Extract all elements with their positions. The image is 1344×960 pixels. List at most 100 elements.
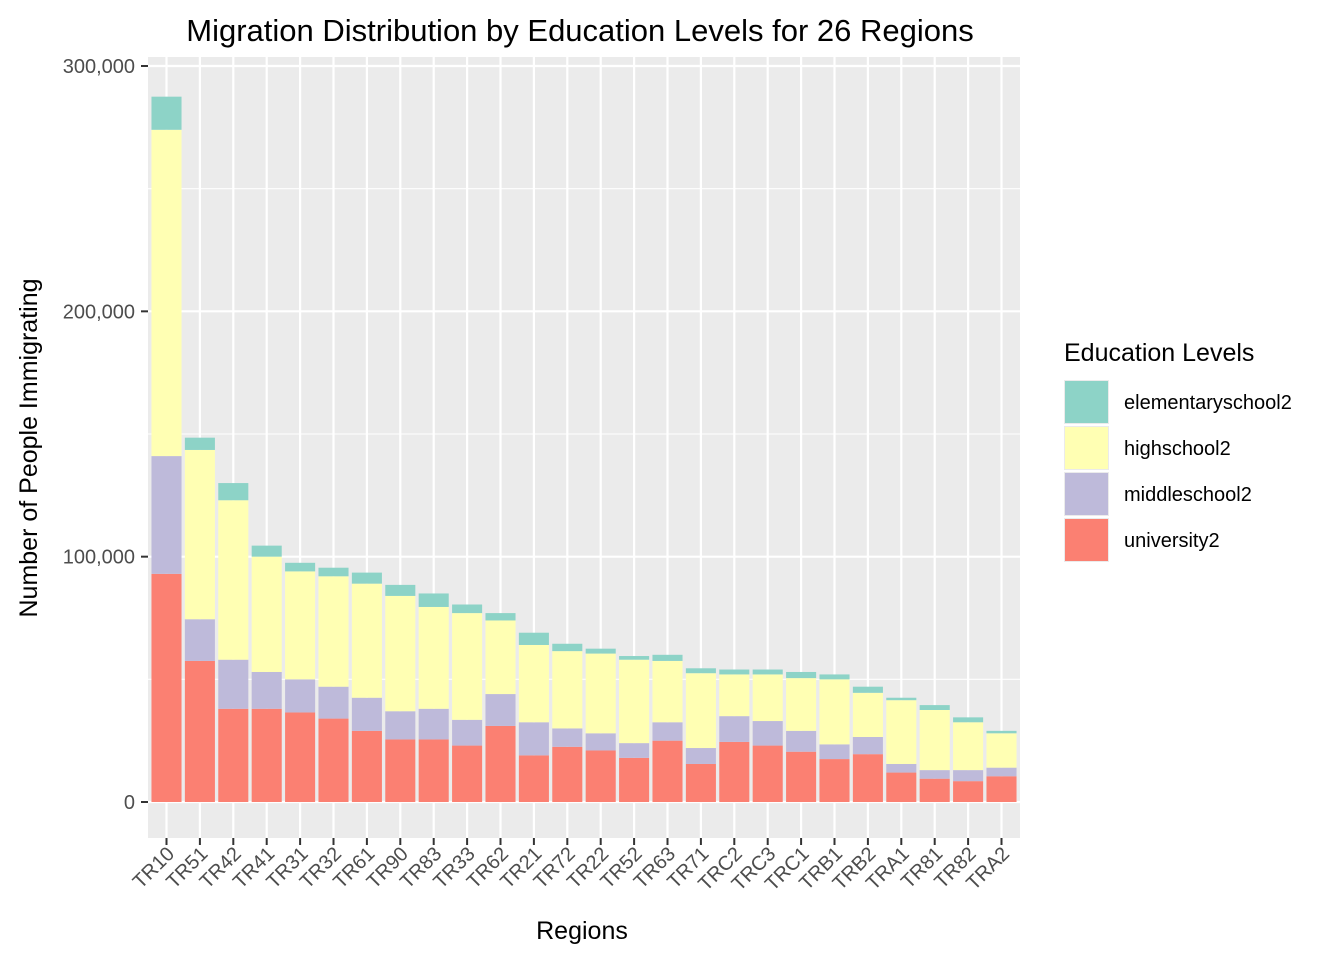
bar-segment-middleschool2-tra1 [886,763,917,773]
bar-segment-elementaryschool2-tr62 [485,613,516,621]
bar-segment-elementaryschool2-tra1 [886,697,917,701]
bar-segment-elementaryschool2-trb2 [852,686,883,693]
y-tick-label: 200,000 [63,301,135,323]
bar-segment-middleschool2-tr42 [218,659,249,709]
bar-segment-highschool2-tr42 [218,500,249,660]
bar-segment-middleschool2-tr82 [953,770,984,782]
bar-segment-elementaryschool2-tr90 [385,584,416,596]
bar-segment-highschool2-tr52 [619,659,650,744]
bar-segment-highschool2-tr71 [685,673,716,749]
legend: Education Levels elementaryschool2 highsc… [1064,339,1292,562]
bar-segment-highschool2-trc2 [719,674,750,717]
bar-segment-highschool2-tr32 [318,576,349,687]
bar-segment-university2-trc1 [786,751,817,802]
legend-label-middleschool2: middleschool2 [1124,484,1252,506]
legend-label-university2: university2 [1124,530,1220,552]
bar-segment-middleschool2-tr72 [552,728,583,747]
bar-segment-elementaryschool2-tr10 [151,96,182,130]
bar-segment-university2-tr61 [351,730,382,802]
bar-segment-university2-tra1 [886,772,917,802]
bar-segment-highschool2-tr90 [385,595,416,712]
bar-segment-highschool2-tr41 [251,556,282,672]
bar-segment-middleschool2-trc2 [719,716,750,742]
bars [151,96,1017,802]
bar-segment-university2-tr42 [218,708,249,802]
bar-segment-university2-tra2 [986,776,1017,802]
x-axis-title: Regions [536,917,628,945]
bar-segment-highschool2-tra1 [886,700,917,764]
bar-segment-middleschool2-trc3 [752,721,783,746]
bar-segment-elementaryschool2-tra2 [986,730,1017,734]
bar-segment-highschool2-tr21 [518,644,549,723]
bar-segment-middleschool2-tr51 [184,619,215,661]
bar-segment-elementaryschool2-tr81 [919,705,950,710]
bar-segment-highschool2-trb1 [819,679,850,745]
bar-segment-highschool2-tr31 [285,571,316,680]
bar-segment-university2-trb1 [819,759,850,802]
bar-segment-elementaryschool2-tr41 [251,545,282,557]
legend-swatch-elementaryschool2 [1065,381,1108,423]
bar-segment-university2-trc3 [752,745,783,802]
legend-title: Education Levels [1064,339,1254,367]
bar-segment-highschool2-tr63 [652,660,683,723]
bar-segment-highschool2-tr72 [552,651,583,729]
bar-segment-elementaryschool2-tr83 [418,593,449,607]
bar-segment-middleschool2-tr41 [251,671,282,709]
y-axis: 0 100,000 200,000 300,000 [63,56,148,814]
bar-segment-middleschool2-tr33 [452,719,483,746]
bar-segment-highschool2-trc3 [752,674,783,722]
bar-segment-middleschool2-tr31 [285,679,316,713]
bar-segment-highschool2-tr61 [351,583,382,698]
bar-segment-highschool2-tr33 [452,613,483,720]
bar-segment-middleschool2-tr71 [685,748,716,764]
bar-segment-university2-tr32 [318,718,349,802]
bar-segment-elementaryschool2-tr31 [285,562,316,572]
bar-segment-university2-tr10 [151,573,182,802]
bar-segment-elementaryschool2-tr63 [652,654,683,661]
bar-segment-university2-tr52 [619,757,650,802]
chart-title: Migration Distribution by Education Leve… [186,13,973,48]
bar-segment-university2-tr22 [585,750,616,802]
bar-segment-middleschool2-tr62 [485,694,516,726]
bar-segment-elementaryschool2-tr72 [552,643,583,652]
bar-segment-middleschool2-tr83 [418,708,449,740]
bar-segment-highschool2-tr62 [485,620,516,695]
bar-segment-middleschool2-tr61 [351,697,382,731]
legend-swatch-middleschool2 [1065,473,1108,515]
y-tick-label: 0 [124,792,135,814]
bar-segment-highschool2-tr22 [585,653,616,734]
bar-segment-highschool2-tra2 [986,733,1017,768]
y-tick-label: 100,000 [63,547,135,569]
bar-segment-university2-trc2 [719,741,750,802]
bar-segment-university2-tr62 [485,725,516,802]
bar-segment-elementaryschool2-tr33 [452,604,483,614]
bar-segment-university2-tr83 [418,739,449,802]
bar-segment-elementaryschool2-trc3 [752,669,783,675]
bar-segment-middleschool2-tr21 [518,722,549,756]
bar-segment-university2-tr31 [285,712,316,802]
bar-segment-university2-tr33 [452,745,483,802]
bar-segment-highschool2-trb2 [852,692,883,737]
bar-segment-elementaryschool2-tr71 [685,668,716,674]
bar-segment-university2-tr72 [552,746,583,802]
bar-segment-middleschool2-trc1 [786,730,817,752]
bar-segment-elementaryschool2-tr22 [585,648,616,654]
bar-segment-middleschool2-tr52 [619,743,650,758]
bar-segment-university2-tr63 [652,740,683,802]
bar-segment-elementaryschool2-tr32 [318,567,349,577]
bar-segment-elementaryschool2-trb1 [819,674,850,680]
bar-segment-middleschool2-trb2 [852,736,883,755]
bar-segment-elementaryschool2-tr61 [351,572,382,584]
bar-segment-university2-tr90 [385,739,416,802]
legend-label-highschool2: highschool2 [1124,438,1231,460]
bar-segment-middleschool2-tr22 [585,733,616,751]
bar-segment-highschool2-tr82 [953,722,984,771]
bar-segment-middleschool2-tr32 [318,686,349,719]
bar-segment-university2-tr82 [953,781,984,802]
bar-segment-middleschool2-tr90 [385,711,416,740]
bar-segment-highschool2-tr51 [184,449,215,620]
bar-segment-university2-trb2 [852,754,883,802]
bar-segment-university2-tr21 [518,755,549,802]
bar-segment-university2-tr51 [184,660,215,802]
